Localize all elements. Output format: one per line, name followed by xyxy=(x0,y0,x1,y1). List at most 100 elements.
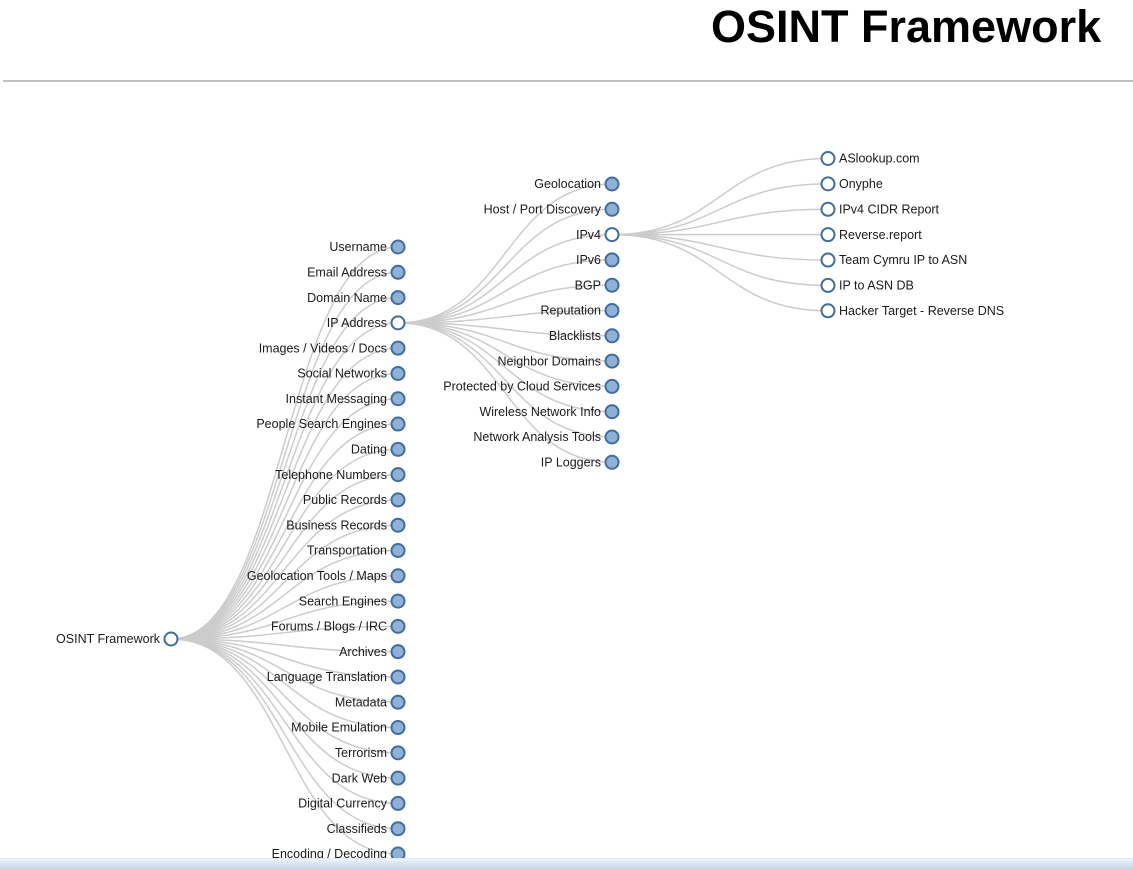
tree-node-circle-ip-loggers[interactable] xyxy=(604,454,620,470)
tree-node-classifieds[interactable]: Classifieds xyxy=(327,821,406,837)
tree-node-circle-digital-currency[interactable] xyxy=(390,795,406,811)
tree-node-label-team-cymru-ip-to-asn[interactable]: Team Cymru IP to ASN xyxy=(839,253,967,267)
tree-node-label-domain-name[interactable]: Domain Name xyxy=(307,291,387,305)
tree-node-circle-telephone-numbers[interactable] xyxy=(390,467,406,483)
tree-node-label-reputation[interactable]: Reputation xyxy=(541,304,602,318)
tree-node-label-mobile-emulation[interactable]: Mobile Emulation xyxy=(291,721,387,735)
tree-node-label-business-records[interactable]: Business Records xyxy=(286,518,387,532)
tree-node-circle-social-networks[interactable] xyxy=(390,365,406,381)
tree-node-circle-archives[interactable] xyxy=(390,644,406,660)
tree-node-label-digital-currency[interactable]: Digital Currency xyxy=(298,797,388,811)
tree-node-network-analysis-tools[interactable]: Network Analysis Tools xyxy=(473,429,620,445)
tree-node-circle-domain-name[interactable] xyxy=(390,290,406,306)
tree-node-circle-username[interactable] xyxy=(390,239,406,255)
tree-node-team-cymru-ip-to-asn[interactable]: Team Cymru IP to ASN xyxy=(820,252,968,268)
tree-node-forums-blogs-irc[interactable]: Forums / Blogs / IRC xyxy=(271,618,406,634)
tree-node-label-onyphe[interactable]: Onyphe xyxy=(839,177,883,191)
tree-node-telephone-numbers[interactable]: Telephone Numbers xyxy=(275,467,406,483)
tree-node-label-hacker-target-reverse-dns[interactable]: Hacker Target - Reverse DNS xyxy=(839,304,1004,318)
tree-node-circle-aslookup-com[interactable] xyxy=(820,151,836,166)
tree-node-circle-dark-web[interactable] xyxy=(390,770,406,786)
tree-node-osint-framework[interactable]: OSINT Framework xyxy=(56,631,179,647)
tree-node-instant-messaging[interactable]: Instant Messaging xyxy=(286,391,406,407)
tree-node-neighbor-domains[interactable]: Neighbor Domains xyxy=(497,353,620,369)
tree-node-label-public-records[interactable]: Public Records xyxy=(303,493,387,507)
tree-node-label-neighbor-domains[interactable]: Neighbor Domains xyxy=(497,354,601,368)
tree-node-label-encoding-decoding[interactable]: Encoding / Decoding xyxy=(272,847,387,861)
tree-node-label-dating[interactable]: Dating xyxy=(351,443,387,457)
tree-node-label-aslookup-com[interactable]: ASlookup.com xyxy=(839,152,920,166)
tree-node-label-email-address[interactable]: Email Address xyxy=(307,265,387,279)
tree-node-label-classifieds[interactable]: Classifieds xyxy=(327,822,387,836)
tree-node-circle-osint-framework[interactable] xyxy=(163,631,179,647)
tree-node-label-ip-loggers[interactable]: IP Loggers xyxy=(541,456,601,470)
tree-node-circle-business-records[interactable] xyxy=(390,517,406,533)
tree-node-circle-reputation[interactable] xyxy=(604,303,620,318)
tree-node-dating[interactable]: Dating xyxy=(351,441,406,457)
tree-node-domain-name[interactable]: Domain Name xyxy=(307,290,406,306)
tree-node-label-images-videos-docs[interactable]: Images / Videos / Docs xyxy=(259,341,387,355)
tree-node-circle-classifieds[interactable] xyxy=(390,821,406,837)
tree-node-transportation[interactable]: Transportation xyxy=(307,543,406,559)
tree-node-circle-protected-by-cloud-services[interactable] xyxy=(604,378,620,394)
tree-node-circle-transportation[interactable] xyxy=(390,543,406,559)
tree-node-label-username[interactable]: Username xyxy=(329,240,387,254)
tree-node-public-records[interactable]: Public Records xyxy=(303,492,406,508)
tree-node-archives[interactable]: Archives xyxy=(339,644,406,660)
tree-node-label-ipv6[interactable]: IPv6 xyxy=(576,253,601,267)
tree-node-label-people-search-engines[interactable]: People Search Engines xyxy=(256,417,387,431)
tree-node-label-host-port-discovery[interactable]: Host / Port Discovery xyxy=(484,203,602,217)
tree-node-circle-ipv4-cidr-report[interactable] xyxy=(820,201,836,217)
tree-node-mobile-emulation[interactable]: Mobile Emulation xyxy=(291,720,406,736)
tree-node-label-geolocation-tools-maps[interactable]: Geolocation Tools / Maps xyxy=(247,569,387,583)
tree-node-circle-geolocation-tools-maps[interactable] xyxy=(390,568,406,584)
tree-node-username[interactable]: Username xyxy=(329,239,406,255)
tree-node-metadata[interactable]: Metadata xyxy=(335,694,406,710)
tree-node-circle-email-address[interactable] xyxy=(390,264,406,280)
tree-node-geolocation-tools-maps[interactable]: Geolocation Tools / Maps xyxy=(247,568,406,584)
tree-node-label-ipv4-cidr-report[interactable]: IPv4 CIDR Report xyxy=(839,202,940,216)
tree-node-circle-host-port-discovery[interactable] xyxy=(604,201,620,217)
tree-node-label-telephone-numbers[interactable]: Telephone Numbers xyxy=(275,468,387,482)
tree-node-circle-bgp[interactable] xyxy=(604,277,620,293)
tree-node-dark-web[interactable]: Dark Web xyxy=(332,770,406,786)
tree-node-label-geolocation[interactable]: Geolocation xyxy=(534,177,601,191)
tree-node-reverse-report[interactable]: Reverse.report xyxy=(820,227,923,243)
tree-node-circle-neighbor-domains[interactable] xyxy=(604,353,620,369)
tree-node-geolocation[interactable]: Geolocation xyxy=(534,176,620,192)
tree-node-host-port-discovery[interactable]: Host / Port Discovery xyxy=(484,201,620,217)
tree-node-circle-hacker-target-reverse-dns[interactable] xyxy=(820,303,836,319)
tree-node-hacker-target-reverse-dns[interactable]: Hacker Target - Reverse DNS xyxy=(820,303,1005,319)
tree-node-ip-address[interactable]: IP Address xyxy=(327,315,406,331)
tree-node-circle-reverse-report[interactable] xyxy=(820,227,836,243)
tree-node-circle-ip-address[interactable] xyxy=(390,315,406,331)
tree-node-protected-by-cloud-services[interactable]: Protected by Cloud Services xyxy=(443,378,620,394)
tree-node-label-search-engines[interactable]: Search Engines xyxy=(299,594,387,608)
tree-node-label-ip-to-asn-db[interactable]: IP to ASN DB xyxy=(839,279,914,293)
tree-node-circle-ipv6[interactable] xyxy=(604,252,620,268)
tree-node-circle-team-cymru-ip-to-asn[interactable] xyxy=(820,252,836,268)
tree-node-email-address[interactable]: Email Address xyxy=(307,264,406,280)
tree-node-blacklists[interactable]: Blacklists xyxy=(549,328,620,344)
tree-node-circle-geolocation[interactable] xyxy=(604,176,620,192)
tree-node-ip-to-asn-db[interactable]: IP to ASN DB xyxy=(820,277,914,293)
tree-node-circle-forums-blogs-irc[interactable] xyxy=(390,618,406,634)
tree-node-circle-search-engines[interactable] xyxy=(390,593,406,609)
tree-node-ipv4[interactable]: IPv4 xyxy=(576,227,620,243)
tree-node-wireless-network-info[interactable]: Wireless Network Info xyxy=(479,404,620,420)
tree-node-ipv4-cidr-report[interactable]: IPv4 CIDR Report xyxy=(820,201,940,217)
tree-node-social-networks[interactable]: Social Networks xyxy=(297,365,406,381)
tree-node-ipv6[interactable]: IPv6 xyxy=(576,252,620,268)
tree-node-label-ip-address[interactable]: IP Address xyxy=(327,316,387,330)
tree-node-label-instant-messaging[interactable]: Instant Messaging xyxy=(286,392,387,406)
tree-node-label-network-analysis-tools[interactable]: Network Analysis Tools xyxy=(473,430,601,444)
tree-node-search-engines[interactable]: Search Engines xyxy=(299,593,406,609)
tree-node-circle-instant-messaging[interactable] xyxy=(390,391,406,407)
tree-node-circle-language-translation[interactable] xyxy=(390,669,406,685)
tree-node-aslookup-com[interactable]: ASlookup.com xyxy=(820,151,920,166)
tree-node-label-osint-framework[interactable]: OSINT Framework xyxy=(56,632,161,646)
horizontal-scrollbar[interactable] xyxy=(0,858,1133,870)
tree-node-label-social-networks[interactable]: Social Networks xyxy=(297,367,387,381)
tree-node-ip-loggers[interactable]: IP Loggers xyxy=(541,454,620,470)
tree-node-label-forums-blogs-irc[interactable]: Forums / Blogs / IRC xyxy=(271,620,387,634)
